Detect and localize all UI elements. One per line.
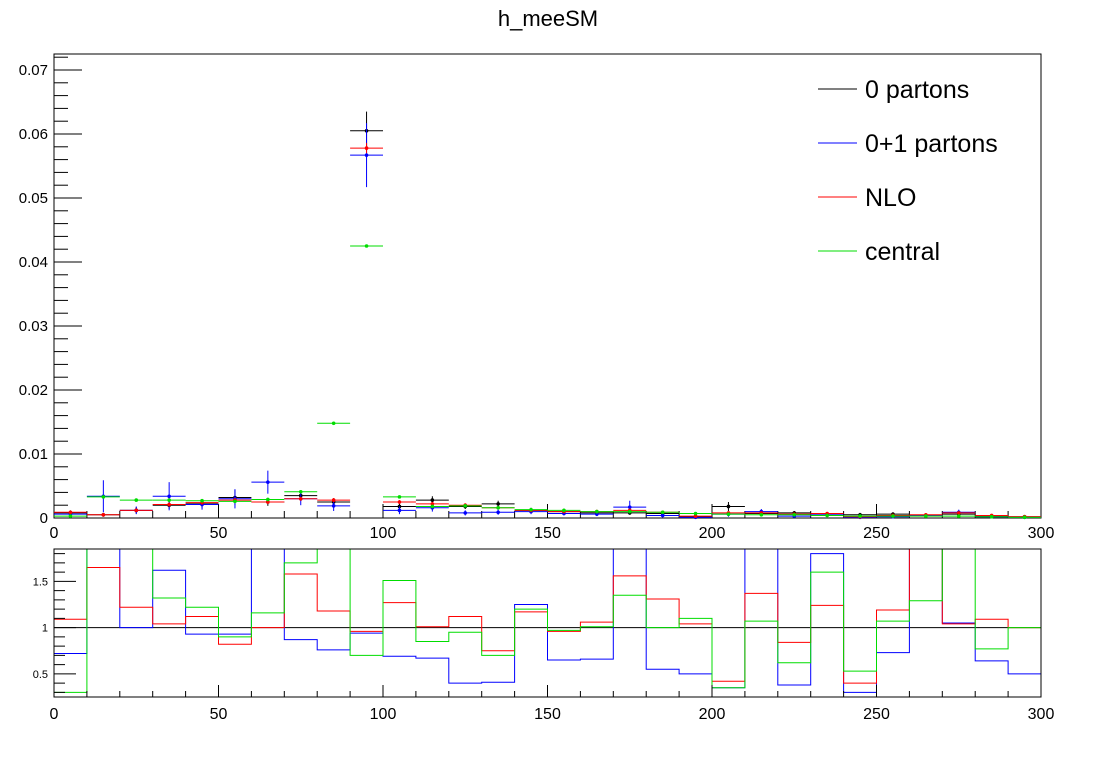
data-point — [397, 500, 402, 504]
main-plot-frame — [53, 53, 1042, 519]
data-point — [68, 514, 73, 518]
y-tick-label: 0.01 — [19, 446, 48, 463]
ratio-x-tick-label: 150 — [534, 706, 561, 723]
data-point — [167, 498, 171, 502]
ratio-x-tick-label: 0 — [50, 706, 59, 723]
data-point — [989, 514, 994, 519]
data-point — [858, 514, 862, 518]
data-point — [924, 514, 928, 518]
data-point — [595, 512, 599, 516]
series-central — [54, 244, 1041, 520]
data-point — [101, 513, 106, 517]
x-tick-label: 300 — [1028, 525, 1055, 542]
chart-title: h_meeSM — [498, 6, 598, 31]
data-point — [364, 244, 369, 248]
x-tick-label: 0 — [50, 525, 59, 542]
legend: 0 partons 0+1 partons NLO central — [818, 76, 998, 266]
data-point — [956, 511, 961, 515]
data-point — [364, 146, 369, 150]
x-tick-label: 100 — [370, 525, 397, 542]
series-0-1-partons — [54, 123, 1041, 520]
legend-entry-label: central — [865, 238, 940, 266]
data-point — [298, 497, 303, 501]
data-point — [759, 513, 764, 517]
data-point — [364, 153, 369, 157]
data-point — [298, 489, 303, 494]
ratio-x-tick-label: 200 — [699, 706, 726, 723]
x-tick-label: 150 — [534, 525, 561, 542]
ratio-y-tick-label: 0.5 — [33, 669, 48, 681]
ratio-plot-panel: 0.5 1 1.5 0 50 100 150 200 250 300 — [33, 548, 1055, 723]
data-point — [463, 504, 468, 508]
data-point — [266, 497, 270, 502]
ratio-y-tick-label: 1.5 — [33, 576, 48, 588]
data-point — [496, 502, 500, 506]
data-point — [825, 513, 829, 518]
legend-entry-label: NLO — [865, 184, 916, 212]
ratio-x-tick-label: 100 — [370, 706, 397, 723]
data-point — [200, 498, 204, 503]
data-point — [627, 505, 632, 509]
data-point — [660, 510, 665, 515]
data-point — [726, 504, 731, 509]
data-point — [693, 511, 698, 516]
data-point — [595, 509, 599, 514]
data-point — [233, 499, 237, 504]
data-point — [430, 504, 435, 509]
x-tick-label: 200 — [699, 525, 726, 542]
data-point — [167, 502, 171, 507]
ratio-x-tick-label: 250 — [863, 706, 890, 723]
data-point — [627, 509, 632, 514]
data-point — [496, 510, 500, 515]
main-plot-panel: 0 0.01 0.02 0.03 0.04 0.05 0.06 0.07 0 50 100 150 20… — [19, 53, 1055, 542]
data-point — [134, 508, 139, 513]
data-point — [562, 508, 566, 513]
legend-entry-label: 0+1 partons — [865, 130, 998, 158]
data-point — [1022, 515, 1027, 520]
data-point — [331, 504, 336, 508]
y-tick-label: 0.04 — [19, 254, 48, 271]
data-point — [726, 512, 731, 516]
data-point — [430, 502, 435, 506]
data-point — [101, 495, 106, 499]
data-point — [529, 507, 533, 512]
data-point — [331, 421, 336, 426]
data-point — [397, 495, 402, 499]
data-point — [68, 510, 73, 515]
data-point — [693, 514, 698, 518]
data-point — [660, 513, 665, 518]
y-tick-label: 0 — [40, 510, 48, 527]
data-point — [331, 498, 336, 502]
ratio-series-central — [54, 549, 1041, 693]
ratio-x-tick-label: 300 — [1028, 706, 1055, 723]
legend-entry-label: 0 partons — [865, 76, 969, 104]
data-point — [397, 508, 402, 513]
data-point — [167, 494, 171, 499]
data-point — [430, 498, 435, 502]
x-tick-label: 50 — [210, 525, 228, 542]
data-point — [266, 500, 270, 504]
ratio-x-tick-label: 50 — [210, 706, 228, 723]
data-point — [266, 480, 270, 484]
ratio-series-0-1-partons — [54, 549, 1041, 693]
x-tick-label: 250 — [863, 525, 890, 542]
y-tick-label: 0.07 — [19, 62, 48, 79]
series-0-partons — [54, 111, 1041, 519]
y-tick-label: 0.02 — [19, 382, 48, 399]
y-tick-label: 0.05 — [19, 190, 48, 207]
data-point — [891, 514, 895, 518]
ratio-y-tick-label: 1 — [42, 623, 48, 635]
data-point — [463, 511, 468, 515]
data-point — [956, 514, 961, 518]
y-tick-label: 0.03 — [19, 318, 48, 335]
y-tick-label: 0.06 — [19, 126, 48, 143]
data-point — [496, 505, 500, 510]
data-point — [134, 498, 139, 502]
data-point — [792, 513, 797, 517]
